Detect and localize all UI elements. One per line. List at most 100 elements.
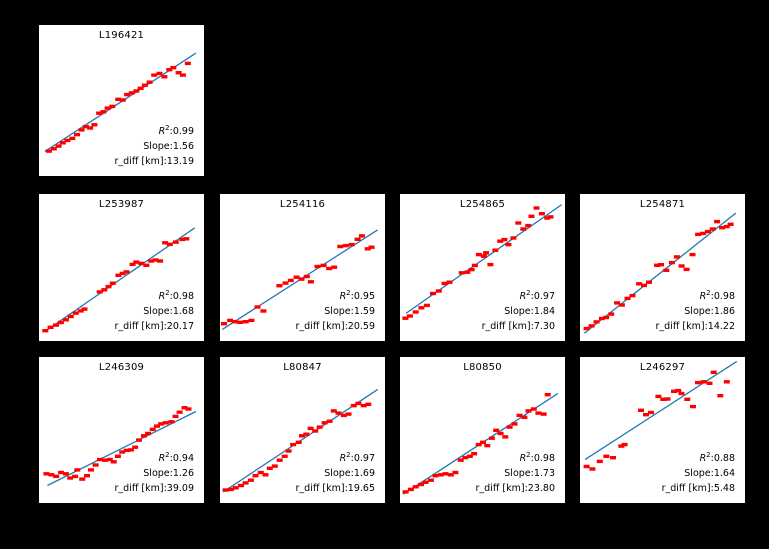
data-point-marker — [406, 314, 413, 318]
r2-superscript: 2 — [706, 288, 711, 297]
data-point-marker — [493, 428, 500, 432]
subplot-L246309: L246309 R2:0.94 Slope:1.26 r_diff [km]:3… — [38, 356, 205, 504]
data-point-marker — [45, 149, 52, 153]
data-point-marker — [671, 389, 677, 393]
r2-value: :0.94 — [169, 453, 194, 464]
data-point-marker — [74, 468, 81, 472]
data-point-marker — [183, 237, 190, 241]
data-point-marker — [348, 242, 355, 247]
scatter-plot — [402, 393, 559, 495]
data-point-marker — [502, 435, 509, 439]
stats-annotation: R2:0.95 Slope:1.59 r_diff [km]:20.59 — [296, 289, 375, 334]
data-point-marker — [266, 466, 273, 470]
data-point-marker — [281, 454, 288, 458]
data-point-marker — [673, 255, 680, 259]
data-point-marker — [129, 262, 136, 267]
rdiff-line: r_diff [km]:14.22 — [655, 321, 735, 332]
rdiff-line: r_diff [km]:7.30 — [481, 321, 555, 332]
data-point-marker — [437, 473, 444, 477]
data-point-marker — [59, 141, 66, 145]
data-point-marker — [58, 470, 65, 475]
data-point-marker — [589, 467, 596, 471]
data-point-marker — [480, 254, 487, 258]
data-point-marker — [700, 380, 707, 384]
data-point-marker — [47, 325, 54, 329]
data-point-marker — [67, 476, 74, 480]
data-point-marker — [316, 425, 323, 429]
data-point-marker — [654, 263, 661, 267]
data-point-marker — [100, 110, 107, 114]
r2-line: R2:0.97 — [296, 451, 375, 466]
data-point-marker — [237, 320, 243, 324]
data-point-marker — [110, 460, 117, 464]
data-point-marker — [457, 458, 464, 462]
r2-value: :0.97 — [530, 291, 555, 302]
data-point-marker — [67, 314, 74, 319]
data-point-marker — [185, 407, 192, 411]
scatter-plot — [44, 52, 197, 153]
subplot-title: L254871 — [639, 199, 686, 210]
data-point-marker — [614, 301, 621, 305]
data-point-marker — [91, 123, 98, 127]
data-point-marker — [242, 481, 249, 485]
data-point-marker — [105, 284, 112, 289]
data-point-marker — [719, 226, 726, 230]
subplot-L80847: L80847 R2:0.97 Slope:1.69 r_diff [km]:19… — [219, 356, 386, 504]
data-point-marker — [162, 421, 169, 425]
data-point-marker — [704, 229, 711, 234]
data-point-marker — [668, 260, 675, 265]
r2-symbol: R — [519, 453, 527, 464]
data-point-marker — [81, 307, 88, 311]
data-point-marker — [535, 411, 542, 415]
subplot-L196421: L196421 R2:0.99 Slope:1.56 r_diff [km]:1… — [38, 24, 205, 177]
data-point-marker — [475, 252, 482, 257]
data-point-marker — [53, 474, 60, 479]
data-point-marker — [175, 71, 182, 75]
data-point-marker — [483, 251, 490, 255]
data-point-marker — [684, 397, 691, 401]
data-point-marker — [603, 315, 610, 320]
r2-symbol: R — [158, 126, 166, 137]
data-point-marker — [119, 450, 126, 454]
data-point-marker — [133, 260, 140, 264]
data-point-marker — [48, 473, 55, 477]
data-point-marker — [307, 280, 314, 284]
r2-line: R2:0.97 — [482, 289, 555, 304]
data-point-marker — [84, 474, 90, 478]
data-point-marker — [69, 136, 76, 141]
data-point-marker — [92, 463, 99, 467]
data-point-marker — [298, 277, 305, 281]
data-point-marker — [487, 262, 494, 267]
data-point-marker — [252, 474, 259, 478]
data-point-marker — [342, 243, 349, 248]
data-point-marker — [368, 245, 375, 249]
subplot-title: L253987 — [98, 199, 145, 210]
data-point-marker — [533, 206, 540, 210]
data-point-marker — [418, 482, 424, 487]
data-point-marker — [506, 425, 513, 429]
data-point-marker — [525, 409, 532, 413]
data-point-marker — [663, 268, 670, 272]
r2-value: :0.95 — [350, 291, 375, 302]
data-point-marker — [179, 237, 186, 242]
data-point-marker — [675, 388, 682, 393]
data-point-marker — [87, 126, 94, 130]
r2-superscript: 2 — [526, 450, 531, 459]
data-point-marker — [596, 459, 603, 464]
data-point-marker — [88, 468, 94, 472]
data-point-marker — [458, 271, 465, 275]
data-point-marker — [143, 263, 150, 267]
data-point-marker — [593, 320, 600, 324]
data-point-marker — [706, 381, 713, 385]
data-point-marker — [227, 318, 234, 323]
data-point-marker — [72, 474, 79, 479]
r2-line: R2:0.98 — [656, 289, 735, 304]
data-point-marker — [124, 92, 131, 97]
data-point-marker — [717, 394, 724, 398]
data-point-marker — [109, 104, 116, 109]
data-point-marker — [624, 296, 631, 301]
data-point-marker — [179, 73, 186, 77]
data-point-marker — [646, 280, 652, 284]
data-point-marker — [248, 318, 255, 323]
